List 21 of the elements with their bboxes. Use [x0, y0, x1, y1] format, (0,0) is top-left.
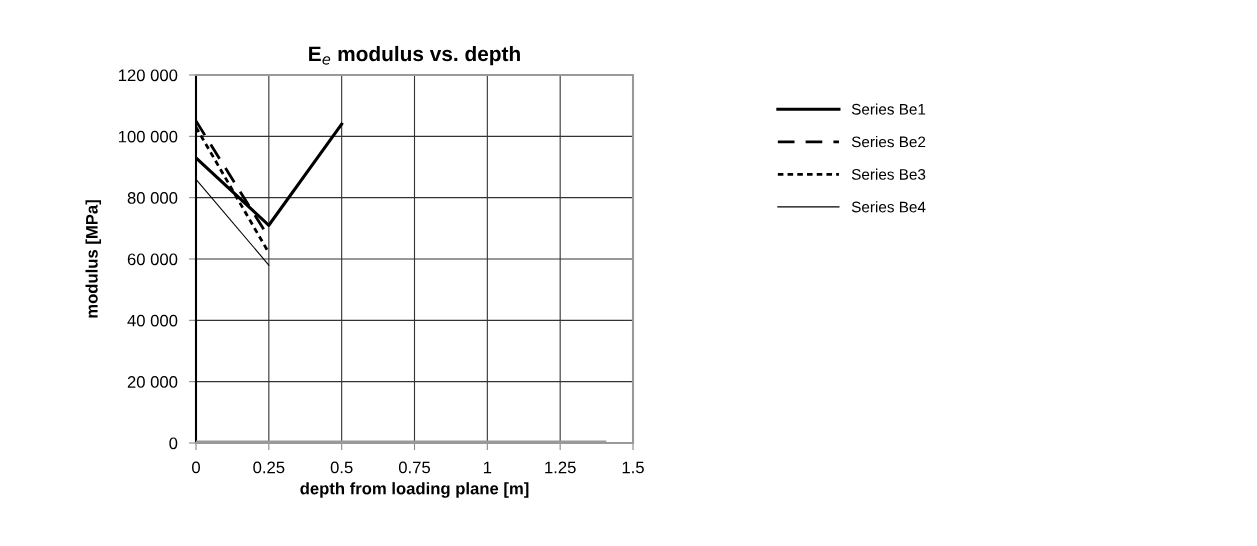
legend-label: Series Be3 — [851, 168, 926, 180]
x-tick-label: 1.5 — [622, 461, 644, 474]
legend-label: Series Be1 — [851, 103, 926, 115]
x-tick-label: 0.25 — [253, 461, 285, 474]
y-tick-label: 40 000 — [127, 314, 178, 327]
x-tick-label: 1.25 — [545, 461, 576, 474]
chart-title: E$_{e}$ modulus vs. depth — [309, 45, 520, 66]
x-tick-label: 0 — [192, 461, 200, 474]
y-tick-label: 20 000 — [127, 376, 178, 388]
y-tick-label: 80 000 — [127, 192, 178, 204]
x-tick-label: 0.75 — [398, 461, 431, 474]
y-tick-label: 120 000 — [118, 69, 178, 82]
x-tick-label: 1 — [483, 461, 492, 474]
x-tick-label: 0.5 — [330, 461, 353, 474]
y-tick-label: 100 000 — [118, 130, 178, 143]
y-axis-title: modulus [MPa] — [85, 200, 102, 318]
y-tick-label: 0 — [169, 437, 178, 450]
x-axis-title: depth from loading plane [m] — [300, 482, 529, 498]
legend-label: Series Be4 — [851, 201, 926, 213]
y-tick-label: 60 000 — [127, 253, 178, 266]
legend-label: Series Be2 — [851, 136, 926, 148]
